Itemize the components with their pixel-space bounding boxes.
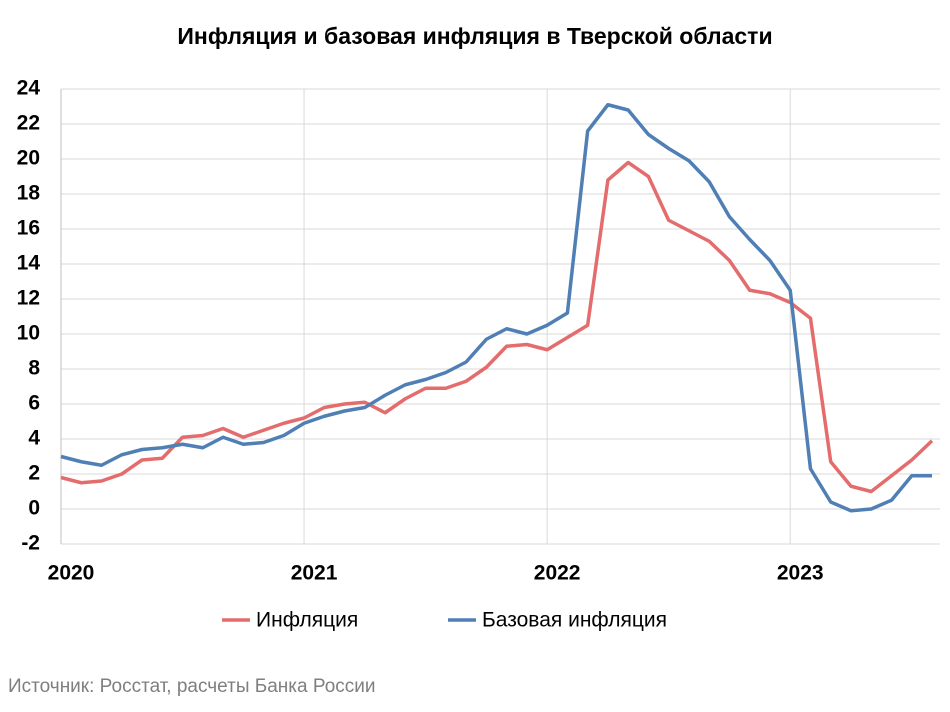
y-tick-label: 16 bbox=[17, 217, 40, 240]
y-tick-label: 10 bbox=[17, 322, 40, 345]
y-tick-label: 20 bbox=[17, 147, 40, 170]
y-tick-label: 18 bbox=[17, 182, 41, 205]
y-tick-label: 14 bbox=[17, 252, 41, 275]
y-tick-label: 8 bbox=[28, 357, 40, 380]
y-tick-label: 2 bbox=[28, 462, 40, 485]
chart-title: Инфляция и базовая инфляция в Тверской о… bbox=[177, 23, 772, 49]
series-line bbox=[60, 160, 934, 494]
legend-label: Базовая инфляция bbox=[482, 609, 667, 632]
y-tick-label: 0 bbox=[28, 497, 40, 520]
x-tick-label: 2022 bbox=[534, 562, 581, 585]
x-tick-label: 2023 bbox=[777, 562, 824, 585]
series-line bbox=[60, 103, 932, 513]
y-tick-label: 12 bbox=[17, 287, 40, 310]
legend-label: Инфляция bbox=[256, 609, 358, 632]
x-tick-label: 2021 bbox=[291, 562, 338, 585]
y-tick-label: 24 bbox=[17, 77, 41, 100]
y-tick-label: 22 bbox=[17, 112, 40, 135]
y-tick-label: 6 bbox=[28, 392, 40, 415]
y-tick-label: -2 bbox=[21, 532, 40, 555]
y-tick-label: 4 bbox=[28, 427, 40, 450]
source-note: Источник: Росстат, расчеты Банка России bbox=[8, 676, 376, 697]
x-tick-label: 2020 bbox=[48, 562, 95, 585]
